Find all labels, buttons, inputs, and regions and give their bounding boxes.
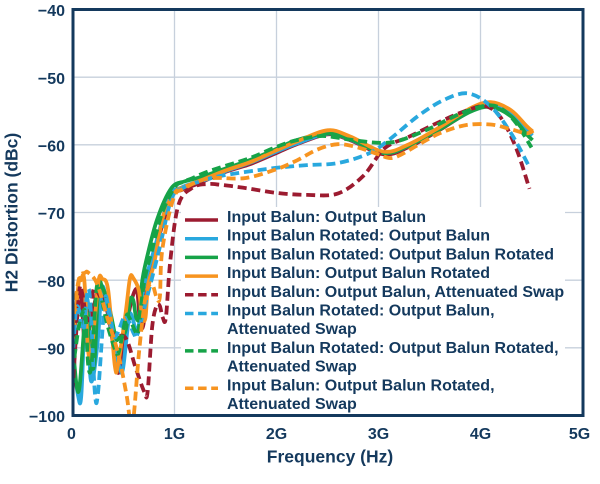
svg-text:0: 0 — [67, 426, 76, 443]
svg-text:H2 Distortion (dBc): H2 Distortion (dBc) — [2, 133, 22, 292]
svg-text:Input Balun Rotated: Output Ba: Input Balun Rotated: Output Balun — [227, 228, 490, 245]
svg-text:Input Balun: Output Balun Rota: Input Balun: Output Balun Rotated, — [227, 377, 495, 394]
svg-text:Input Balun: Output Balun, Att: Input Balun: Output Balun, Attenuated Sw… — [227, 284, 564, 301]
svg-text:Attenuated Swap: Attenuated Swap — [227, 396, 357, 413]
svg-text:−100: −100 — [29, 409, 65, 426]
svg-text:Input Balun: Output Balun: Input Balun: Output Balun — [227, 209, 426, 226]
svg-text:3G: 3G — [368, 426, 389, 443]
svg-text:Frequency (Hz): Frequency (Hz) — [267, 447, 393, 467]
svg-text:4G: 4G — [470, 426, 491, 443]
svg-text:1G: 1G — [164, 426, 185, 443]
svg-text:Input Balun: Output Balun Rota: Input Balun: Output Balun Rotated — [227, 265, 490, 282]
svg-text:Attenuated Swap: Attenuated Swap — [227, 359, 357, 376]
svg-text:−40: −40 — [38, 3, 65, 20]
svg-text:5G: 5G — [569, 426, 590, 443]
svg-text:−90: −90 — [38, 341, 65, 358]
svg-text:Attenuated Swap: Attenuated Swap — [227, 321, 357, 338]
svg-text:−50: −50 — [38, 71, 65, 88]
svg-text:−60: −60 — [38, 138, 65, 155]
svg-text:Input Balun Rotated: Output Ba: Input Balun Rotated: Output Balun Rotate… — [227, 246, 554, 263]
svg-text:2G: 2G — [266, 426, 287, 443]
svg-text:Input Balun Rotated: Output Ba: Input Balun Rotated: Output Balun, — [227, 303, 495, 320]
svg-text:Input Balun Rotated: Output Ba: Input Balun Rotated: Output Balun Rotate… — [227, 340, 559, 357]
svg-text:−80: −80 — [38, 274, 65, 291]
svg-text:−70: −70 — [38, 206, 65, 223]
